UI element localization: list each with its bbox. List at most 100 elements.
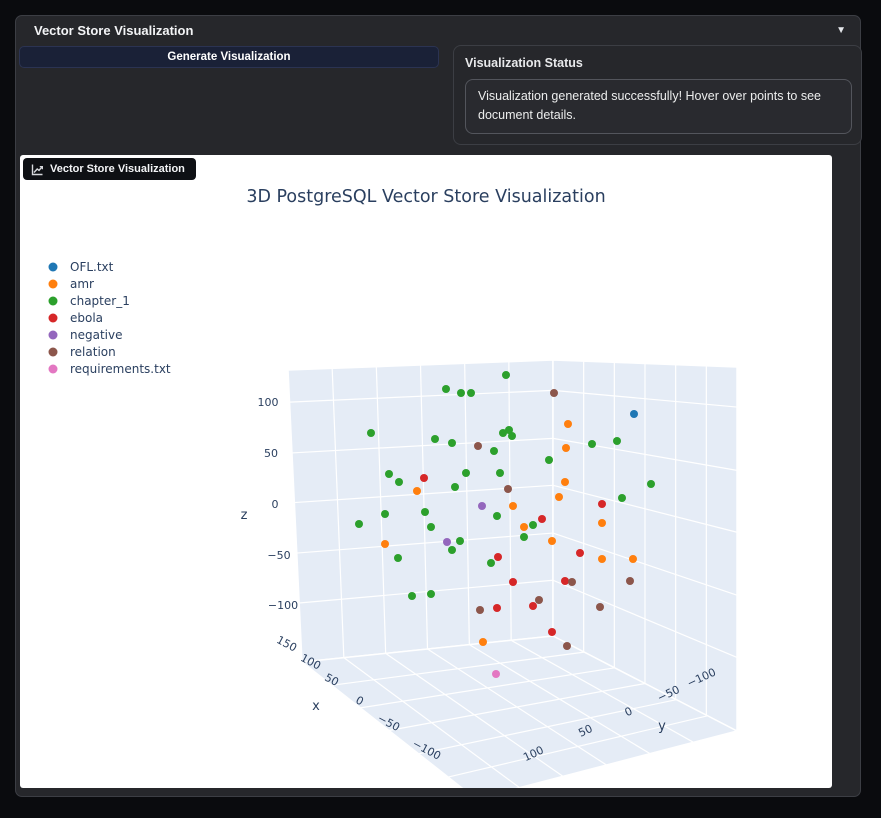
point-amr[interactable]	[520, 523, 528, 531]
point-chapter_1[interactable]	[442, 385, 450, 393]
y-axis-label: y	[658, 719, 666, 734]
point-relation[interactable]	[563, 642, 571, 650]
point-chapter_1[interactable]	[462, 469, 470, 477]
point-relation[interactable]	[550, 389, 558, 397]
point-chapter_1[interactable]	[448, 439, 456, 447]
point-chapter_1[interactable]	[496, 469, 504, 477]
point-relation[interactable]	[535, 596, 543, 604]
point-chapter_1[interactable]	[431, 435, 439, 443]
point-negative[interactable]	[478, 502, 486, 510]
point-ebola[interactable]	[420, 474, 428, 482]
point-amr[interactable]	[479, 638, 487, 646]
point-ebola[interactable]	[529, 602, 537, 610]
point-amr[interactable]	[562, 444, 570, 452]
generate-visualization-button[interactable]: Generate Visualization	[19, 46, 439, 68]
point-chapter_1[interactable]	[381, 510, 389, 518]
legend-item-requirements.txt[interactable]: requirements.txt	[48, 362, 171, 376]
point-chapter_1[interactable]	[456, 537, 464, 545]
point-chapter_1[interactable]	[457, 389, 465, 397]
point-chapter_1[interactable]	[490, 447, 498, 455]
status-textbox[interactable]: Visualization generated successfully! Ho…	[465, 79, 852, 134]
point-ebola[interactable]	[576, 549, 584, 557]
legend-label: relation	[70, 345, 116, 359]
point-chapter_1[interactable]	[467, 389, 475, 397]
vector-store-3d-plot[interactable]: 3D PostgreSQL Vector Store Visualization…	[20, 155, 832, 800]
point-ebola[interactable]	[538, 515, 546, 523]
point-amr[interactable]	[555, 493, 563, 501]
point-relation[interactable]	[596, 603, 604, 611]
visualization-status-block: Visualization Status Visualization gener…	[453, 45, 862, 145]
point-chapter_1[interactable]	[448, 546, 456, 554]
point-chapter_1[interactable]	[499, 429, 507, 437]
point-amr[interactable]	[629, 555, 637, 563]
legend-marker-icon	[48, 347, 58, 357]
legend-label: negative	[70, 328, 122, 342]
point-chapter_1[interactable]	[502, 371, 510, 379]
point-amr[interactable]	[509, 502, 517, 510]
legend-label: requirements.txt	[70, 362, 171, 376]
point-chapter_1[interactable]	[427, 523, 435, 531]
line-chart-icon	[31, 164, 43, 175]
point-chapter_1[interactable]	[487, 559, 495, 567]
point-chapter_1[interactable]	[545, 456, 553, 464]
legend-marker-icon	[48, 262, 58, 272]
point-chapter_1[interactable]	[647, 480, 655, 488]
point-ebola[interactable]	[561, 577, 569, 585]
x-tick-150: 150	[274, 633, 299, 654]
point-chapter_1[interactable]	[427, 590, 435, 598]
point-negative[interactable]	[443, 538, 451, 546]
point-amr[interactable]	[564, 420, 572, 428]
legend-item-ebola[interactable]: ebola	[48, 311, 104, 325]
point-chapter_1[interactable]	[529, 521, 537, 529]
accordion-title: Vector Store Visualization	[34, 22, 194, 38]
point-amr[interactable]	[548, 537, 556, 545]
point-amr[interactable]	[598, 519, 606, 527]
point-amr[interactable]	[381, 540, 389, 548]
point-chapter_1[interactable]	[505, 426, 513, 434]
plot-card: Vector Store Visualization 3D PostgreSQL…	[20, 155, 832, 800]
point-amr[interactable]	[598, 555, 606, 563]
legend-item-chapter_1[interactable]: chapter_1	[48, 294, 130, 308]
point-amr[interactable]	[561, 478, 569, 486]
point-ebola[interactable]	[493, 604, 501, 612]
legend-marker-icon	[48, 364, 58, 374]
point-chapter_1[interactable]	[394, 554, 402, 562]
point-ebola[interactable]	[494, 553, 502, 561]
legend-label: amr	[70, 277, 94, 291]
point-chapter_1[interactable]	[451, 483, 459, 491]
z-tick-0: 0	[272, 498, 279, 511]
point-chapter_1[interactable]	[493, 512, 501, 520]
point-chapter_1[interactable]	[588, 440, 596, 448]
point-chapter_1[interactable]	[613, 437, 621, 445]
legend-item-amr[interactable]: amr	[48, 277, 95, 291]
point-relation[interactable]	[504, 485, 512, 493]
status-label: Visualization Status	[465, 56, 583, 70]
point-chapter_1[interactable]	[385, 470, 393, 478]
point-relation[interactable]	[474, 442, 482, 450]
point-chapter_1[interactable]	[395, 478, 403, 486]
point-chapter_1[interactable]	[421, 508, 429, 516]
point-OFL.txt[interactable]	[630, 410, 638, 418]
point-relation[interactable]	[476, 606, 484, 614]
collapse-arrow-icon[interactable]: ▼	[836, 24, 846, 36]
point-chapter_1[interactable]	[408, 592, 416, 600]
legend-item-relation[interactable]: relation	[48, 345, 116, 359]
legend-item-negative[interactable]: negative	[48, 328, 123, 342]
point-chapter_1[interactable]	[367, 429, 375, 437]
scatter-points[interactable]	[355, 371, 655, 678]
point-requirements.txt[interactable]	[492, 670, 500, 678]
point-relation[interactable]	[626, 577, 634, 585]
point-chapter_1[interactable]	[520, 533, 528, 541]
point-ebola[interactable]	[509, 578, 517, 586]
point-ebola[interactable]	[548, 628, 556, 636]
point-chapter_1[interactable]	[508, 432, 516, 440]
accordion-header[interactable]: Vector Store Visualization ▼	[16, 16, 860, 44]
legend-item-OFL.txt[interactable]: OFL.txt	[48, 260, 114, 274]
point-chapter_1[interactable]	[618, 494, 626, 502]
point-chapter_1[interactable]	[355, 520, 363, 528]
point-amr[interactable]	[413, 487, 421, 495]
point-ebola[interactable]	[598, 500, 606, 508]
z-tick-50: 50	[264, 447, 278, 460]
point-relation[interactable]	[568, 578, 576, 586]
